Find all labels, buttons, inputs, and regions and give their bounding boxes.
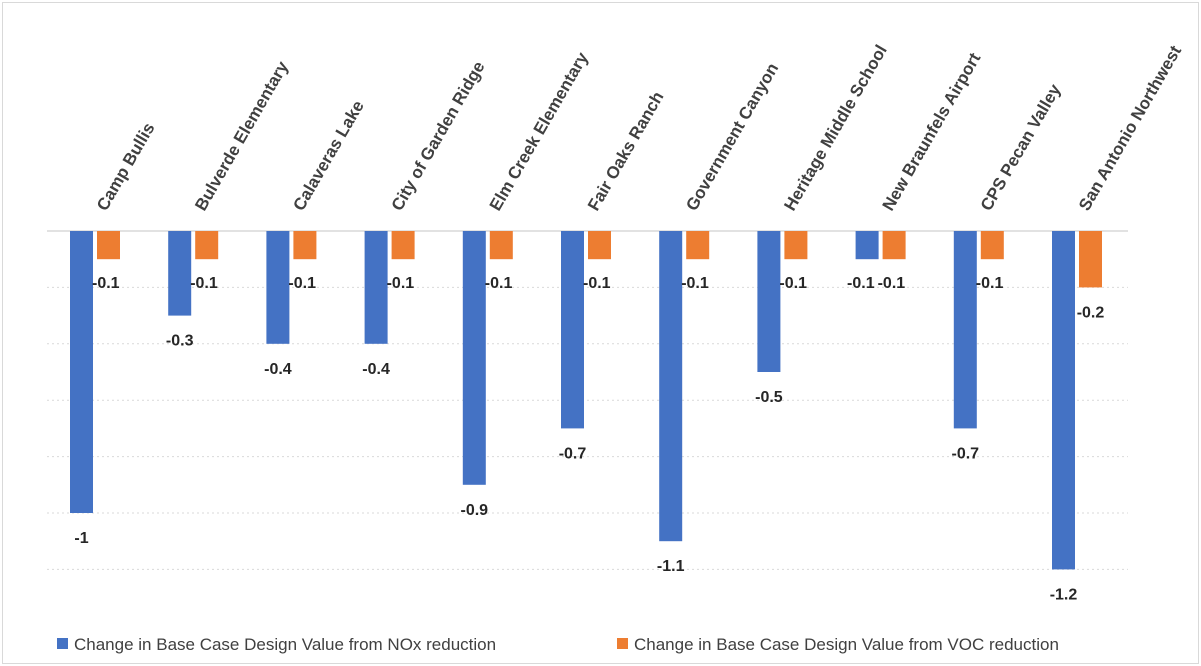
category-label: Calaveras Lake xyxy=(289,97,367,214)
bar-voc xyxy=(293,231,317,260)
bar-nox xyxy=(1052,231,1075,570)
data-label-nox: -1.1 xyxy=(657,558,685,575)
bar-nox xyxy=(168,231,192,316)
data-label-voc: -0.1 xyxy=(387,275,415,292)
category-label: Camp Bullis xyxy=(93,119,159,214)
data-label-voc: -0.1 xyxy=(190,275,218,292)
legend-label-nox: Change in Base Case Design Value from NO… xyxy=(74,635,496,654)
data-label-voc: -0.1 xyxy=(92,275,120,292)
category-label: City of Garden Ridge xyxy=(388,58,489,214)
data-label-nox: -1.2 xyxy=(1050,586,1078,603)
bar-nox xyxy=(953,231,977,429)
data-label-voc: -0.1 xyxy=(583,275,611,292)
data-label-voc: -0.1 xyxy=(976,275,1004,292)
category-label: Fair Oaks Ranch xyxy=(584,88,668,214)
bar-nox xyxy=(462,231,486,485)
data-label-nox: -0.5 xyxy=(755,389,783,406)
bars xyxy=(70,231,1102,570)
bar-nox xyxy=(659,231,683,542)
bar-voc xyxy=(980,231,1004,260)
data-label-nox: -0.9 xyxy=(461,502,489,519)
gridlines xyxy=(47,230,1128,570)
bar-voc xyxy=(588,231,611,260)
category-label: Elm Creek Elementary xyxy=(486,49,592,214)
bar-nox xyxy=(855,231,879,260)
data-label-voc: -0.1 xyxy=(779,275,807,292)
data-label-voc: -0.1 xyxy=(485,275,513,292)
bar-voc xyxy=(686,231,710,260)
category-label: New Braunfels Airport xyxy=(879,49,985,214)
bar-nox xyxy=(757,231,781,372)
bar-voc xyxy=(784,231,808,260)
bar-voc xyxy=(97,231,120,260)
data-label-voc: -0.1 xyxy=(681,275,709,292)
bar-nox xyxy=(70,231,93,513)
bar-voc xyxy=(882,231,906,260)
bar-nox xyxy=(561,231,584,429)
bar-voc xyxy=(391,231,415,260)
category-label: Government Canyon xyxy=(682,60,782,214)
legend: Change in Base Case Design Value from NO… xyxy=(57,635,1059,654)
data-label-nox: -0.7 xyxy=(952,445,980,462)
legend-swatch-nox xyxy=(57,638,68,649)
category-label: Bulverde Elementary xyxy=(191,58,292,214)
bar-voc xyxy=(1079,231,1102,288)
data-label-nox: -0.4 xyxy=(264,361,292,378)
legend-swatch-voc xyxy=(617,638,628,649)
data-label-nox: -0.7 xyxy=(559,445,587,462)
category-label: San Antonio Northwest xyxy=(1075,42,1185,214)
data-label-voc: -0.2 xyxy=(1077,304,1105,321)
bar-voc xyxy=(195,231,219,260)
category-label: Heritage Middle School xyxy=(780,42,890,214)
data-label-nox: -0.1 xyxy=(847,275,875,292)
bar-voc xyxy=(489,231,513,260)
data-labels: -1-0.1-0.3-0.1-0.4-0.1-0.4-0.1-0.9-0.1-0… xyxy=(74,275,1104,603)
data-label-nox: -0.4 xyxy=(362,361,390,378)
category-label: CPS Pecan Valley xyxy=(977,80,1065,214)
legend-label-voc: Change in Base Case Design Value from VO… xyxy=(634,635,1059,654)
category-labels: Camp Bullis Bulverde ElementaryCalaveras … xyxy=(93,42,1185,214)
bar-nox xyxy=(266,231,290,344)
data-label-voc: -0.1 xyxy=(878,275,906,292)
data-label-nox: -0.3 xyxy=(166,333,194,350)
data-label-nox: -1 xyxy=(74,530,88,547)
bar-nox xyxy=(364,231,388,344)
data-label-voc: -0.1 xyxy=(288,275,316,292)
